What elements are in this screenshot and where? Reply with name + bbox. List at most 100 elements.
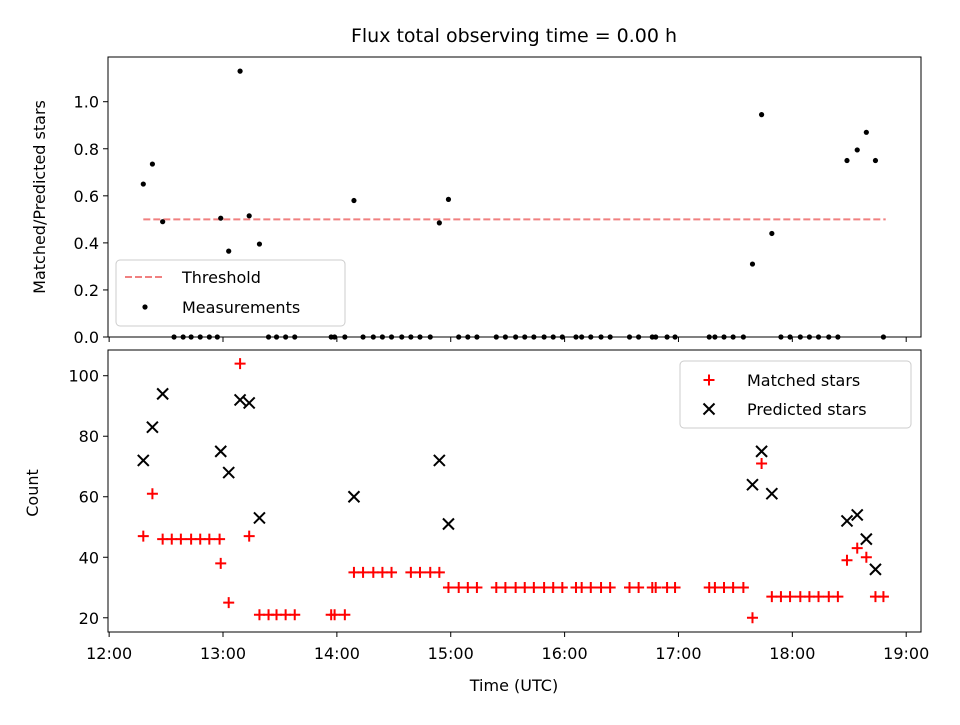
- matched-star-point: [737, 582, 749, 594]
- measurement-point: [408, 334, 414, 340]
- measurement-point: [598, 334, 604, 340]
- x-tick-label: 18:00: [769, 644, 815, 663]
- matched-star-point: [784, 591, 796, 603]
- measurement-point: [140, 181, 146, 187]
- measurement-point: [283, 334, 289, 340]
- measurement-point: [218, 215, 224, 221]
- matched-star-point: [528, 582, 540, 594]
- measurement-point: [342, 334, 348, 340]
- measurement-point: [531, 334, 537, 340]
- measurement-point: [436, 220, 442, 226]
- matched-star-point: [146, 488, 158, 500]
- bottom-axes-frame: [107, 349, 922, 633]
- measurement-point: [513, 334, 519, 340]
- measurement-point: [171, 334, 177, 340]
- matched-star-point: [841, 554, 853, 566]
- measurement-point: [237, 68, 243, 74]
- measurement-point: [399, 334, 405, 340]
- predicted-star-point: [146, 420, 159, 434]
- legend-measurement-label: Measurements: [182, 298, 300, 317]
- predicted-star-point: [156, 387, 169, 401]
- legend-predicted-swatch: [702, 402, 716, 416]
- matched-star-point: [832, 591, 844, 603]
- measurement-point: [522, 334, 528, 340]
- predicted-star-point: [222, 466, 235, 479]
- x-tick-label: 16:00: [542, 644, 588, 663]
- measurement-point: [351, 197, 357, 204]
- measurement-point: [331, 334, 338, 340]
- measurement-point: [844, 157, 850, 164]
- measurement-point: [206, 334, 212, 340]
- top-plot-area: 0.0 0.2 0.4 0.6 0.8 1.0 Threshold Measurements: [74, 56, 922, 347]
- measurement-point: [740, 334, 746, 340]
- x-tick-label: 13:00: [200, 644, 246, 663]
- matched-star-point: [746, 612, 758, 624]
- measurement-point: [502, 334, 508, 340]
- measurement-point: [607, 334, 613, 340]
- matched-star-point: [650, 582, 662, 594]
- predicted-star-point: [137, 454, 150, 467]
- bottom-y-tick-label: 20: [79, 609, 99, 628]
- measurement-point: [188, 334, 194, 340]
- matched-star-point: [433, 566, 445, 578]
- predicted-star-point: [851, 508, 864, 522]
- measurement-point: [664, 334, 670, 340]
- measurement-point: [550, 334, 556, 340]
- predicted-star-point: [746, 478, 759, 491]
- matched-star-point: [329, 609, 341, 621]
- measurement-point: [197, 334, 203, 340]
- x-tick-label: 12:00: [86, 644, 132, 663]
- top-y-axis-label: Matched/Predicted stars: [30, 100, 49, 294]
- legend-matched-swatch: [703, 374, 715, 386]
- matched-star-point: [234, 358, 246, 370]
- measurement-point: [149, 161, 156, 167]
- measurement-point: [749, 261, 756, 267]
- measurement-point: [360, 334, 366, 340]
- bottom-y-tick-label: 60: [79, 488, 99, 507]
- measurement-point: [214, 334, 220, 340]
- predicted-star-point: [840, 514, 854, 528]
- measurement-point: [815, 334, 822, 340]
- predicted-star-point: [253, 511, 266, 525]
- matched-star-point: [215, 557, 227, 569]
- measurement-point: [474, 334, 480, 340]
- measurement-point: [370, 334, 376, 340]
- measurement-point: [456, 334, 462, 340]
- legend-box: [679, 360, 912, 429]
- predicted-star-point: [433, 454, 446, 467]
- x-tick-label: 14:00: [314, 644, 360, 663]
- measurement-point: [493, 334, 499, 340]
- matched-star-point: [289, 609, 301, 621]
- matched-star-point: [851, 542, 863, 554]
- matched-star-point: [860, 551, 872, 563]
- top-y-tick-label: 0.0: [74, 328, 99, 347]
- measurement-point: [730, 334, 736, 340]
- predicted-star-point: [347, 490, 361, 503]
- predicted-star-point: [860, 532, 873, 546]
- measurement-point: [712, 334, 718, 340]
- chart-title: Flux total observing time = 0.00 h: [351, 25, 677, 47]
- predicted-star-point: [242, 396, 256, 410]
- measurement-point: [787, 334, 793, 340]
- bottom-y-tick-label: 80: [79, 427, 99, 446]
- measurement-point: [445, 196, 452, 202]
- measurement-point: [160, 219, 166, 225]
- matched-star-point: [556, 582, 568, 594]
- matched-star-point: [339, 609, 351, 621]
- matched-star-point: [471, 582, 483, 594]
- matched-star-point: [633, 582, 645, 594]
- measurement-point: [246, 213, 252, 219]
- measurement-point: [797, 334, 803, 340]
- matched-star-point: [877, 591, 889, 603]
- matched-star-point: [813, 591, 825, 603]
- matched-star-point: [414, 566, 426, 578]
- matched-star-point: [727, 582, 739, 594]
- legend-measurement-swatch: [142, 304, 148, 310]
- measurement-point: [379, 334, 386, 340]
- legend-box: [115, 259, 346, 327]
- x-tick-label: 15:00: [428, 644, 474, 663]
- measurement-point: [226, 248, 232, 254]
- matched-star-point: [223, 597, 235, 609]
- matched-star-point: [203, 533, 215, 545]
- measurement-point: [835, 334, 841, 340]
